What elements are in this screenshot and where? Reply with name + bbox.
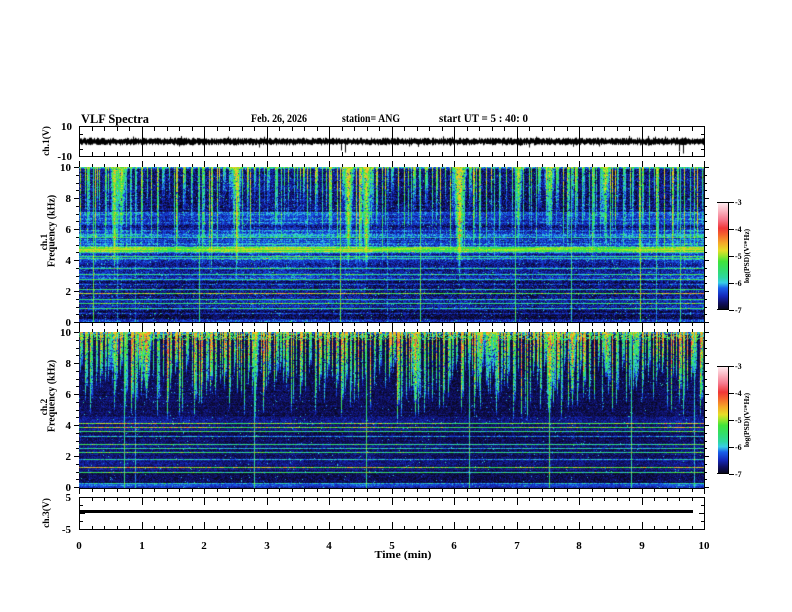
svg-text:log(PSD)(V²*Hz): log(PSD)(V²*Hz) [742, 392, 751, 447]
svg-text:-4: -4 [735, 225, 742, 234]
svg-text:5: 5 [389, 540, 395, 552]
svg-text:8: 8 [66, 358, 72, 370]
svg-text:-7: -7 [735, 470, 742, 479]
svg-text:-3: -3 [735, 198, 742, 207]
svg-text:-5: -5 [62, 524, 72, 536]
svg-text:ch.2: ch.2 [40, 398, 50, 415]
svg-text:8: 8 [576, 540, 582, 552]
svg-text:0: 0 [66, 317, 72, 329]
svg-text:8: 8 [66, 193, 72, 205]
svg-text:-5: -5 [735, 252, 742, 261]
svg-text:-6: -6 [735, 279, 742, 288]
svg-text:VLF Spectra: VLF Spectra [81, 111, 149, 126]
svg-text:4: 4 [326, 540, 332, 552]
svg-text:0: 0 [66, 482, 72, 494]
svg-text:10: 10 [61, 121, 73, 133]
svg-text:ch.1: ch.1 [40, 233, 50, 250]
svg-text:-3: -3 [735, 362, 742, 371]
svg-text:7: 7 [514, 540, 520, 552]
svg-text:ch.1(V): ch.1(V) [41, 126, 52, 156]
svg-text:9: 9 [639, 540, 645, 552]
svg-text:10: 10 [60, 327, 72, 339]
svg-text:ch.3(V): ch.3(V) [41, 498, 52, 528]
svg-text:4: 4 [66, 255, 72, 267]
svg-text:2: 2 [66, 286, 72, 298]
svg-text:-4: -4 [735, 389, 742, 398]
svg-text:10: 10 [60, 162, 72, 174]
svg-text:log(PSD)(V²*Hz): log(PSD)(V²*Hz) [742, 228, 751, 283]
svg-text:start UT = 5 : 40: 0: start UT = 5 : 40: 0 [439, 113, 528, 125]
svg-text:1: 1 [139, 540, 145, 552]
svg-text:Frequency (kHz): Frequency (kHz) [47, 360, 58, 432]
svg-text:4: 4 [66, 420, 72, 432]
svg-text:Time (min): Time (min) [375, 549, 432, 561]
svg-text:5: 5 [66, 492, 72, 504]
svg-text:-5: -5 [735, 416, 742, 425]
svg-text:0: 0 [76, 540, 82, 552]
svg-text:-7: -7 [735, 306, 742, 315]
svg-text:6: 6 [66, 389, 72, 401]
svg-text:2: 2 [201, 540, 207, 552]
svg-text:6: 6 [66, 224, 72, 236]
svg-text:6: 6 [451, 540, 457, 552]
svg-text:10: 10 [699, 540, 711, 552]
svg-text:Frequency (kHz): Frequency (kHz) [47, 195, 58, 267]
svg-text:-10: -10 [57, 151, 72, 163]
svg-text:Feb. 26, 2026: Feb. 26, 2026 [251, 113, 307, 125]
svg-text:2: 2 [66, 451, 72, 463]
svg-text:-6: -6 [735, 443, 742, 452]
svg-text:station= ANG: station= ANG [342, 113, 400, 125]
svg-text:3: 3 [264, 540, 270, 552]
